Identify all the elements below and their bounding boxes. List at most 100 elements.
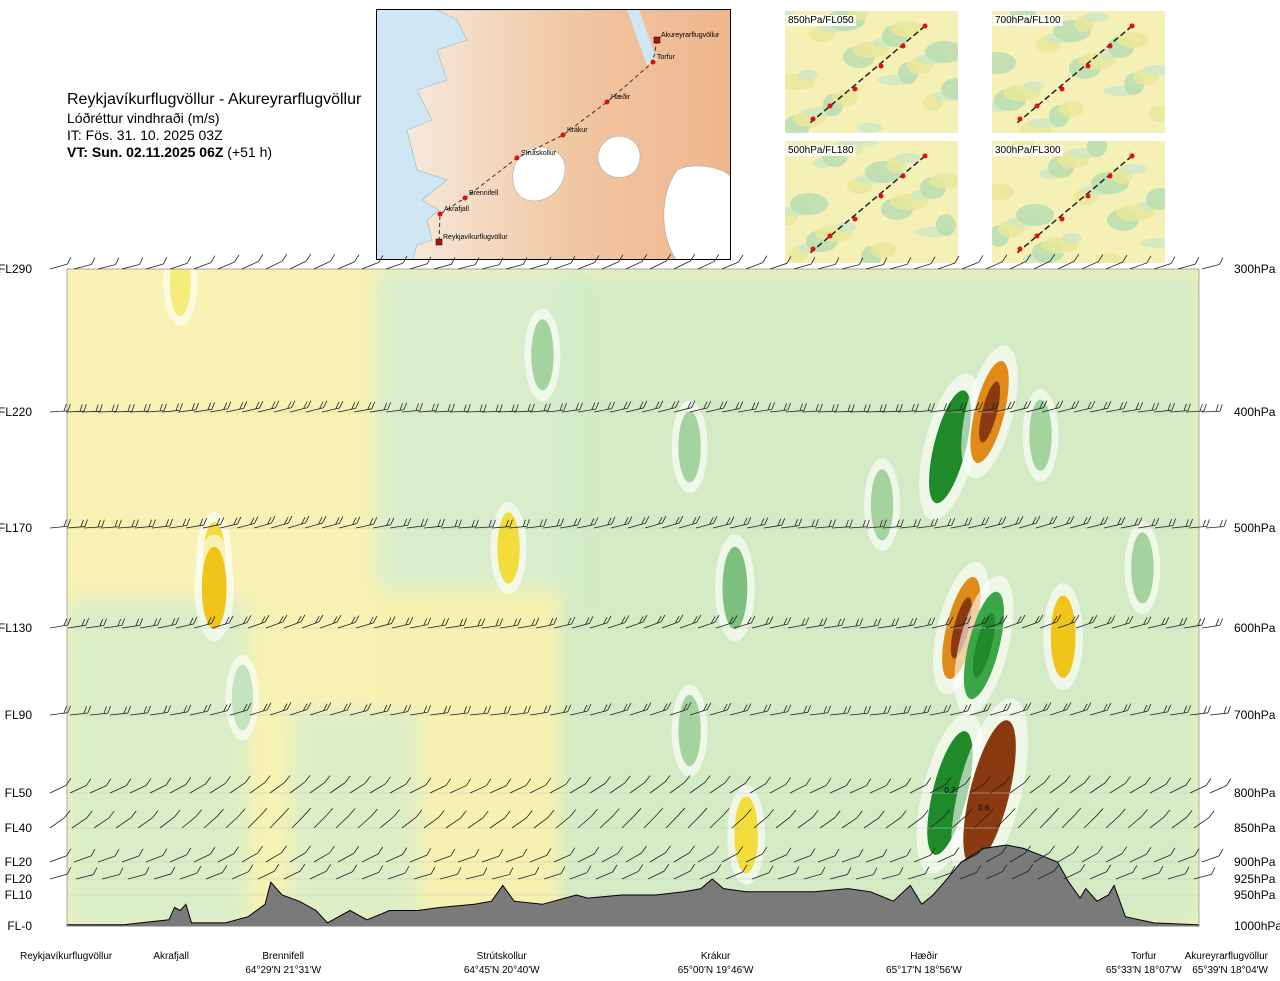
wind-barb-feather: [553, 617, 558, 625]
wind-barb-feather: [258, 254, 264, 262]
wind-barb-feather: [1123, 401, 1128, 409]
wind-barb: [1177, 855, 1195, 863]
wind-barb-feather: [586, 865, 592, 873]
wind-barb-feather: [678, 807, 686, 816]
wind-barb-feather: [86, 810, 93, 819]
wind-barb: [849, 410, 869, 413]
wind-barb-feather: [263, 703, 268, 712]
wind-barb-feather: [1107, 616, 1112, 624]
wind-barb-feather: [339, 400, 344, 409]
wind-barb-feather: [267, 517, 272, 525]
wind-barb-feather: [660, 614, 666, 623]
wind-barb: [1169, 410, 1188, 413]
wind-barb-feather: [819, 618, 824, 626]
wind-barb: [225, 815, 240, 829]
wind-barb-feather: [1128, 615, 1134, 624]
wind-barb-feather: [483, 404, 487, 412]
wind-barb: [829, 712, 848, 716]
wind-barb-feather: [326, 702, 332, 710]
wind-barb: [1129, 783, 1146, 794]
wind-barb: [745, 262, 763, 270]
thumbnail-field: [1142, 65, 1165, 75]
wind-barb-feather: [1194, 848, 1200, 856]
wind-barb-feather: [369, 616, 374, 625]
wind-barb: [355, 622, 374, 629]
wind-barb-feather: [1023, 401, 1028, 409]
wind-barb-feather: [612, 808, 620, 816]
wind-barb-feather: [304, 807, 312, 816]
wind-barb-feather: [726, 517, 731, 525]
wind-barb-feather: [1167, 704, 1172, 712]
waypoint-marker: [514, 155, 520, 161]
wind-barb-feather: [329, 254, 336, 262]
wind-barb-feather: [1208, 810, 1215, 818]
wind-barb: [361, 872, 379, 880]
wind-barb-feather: [390, 517, 395, 525]
wind-barb-feather: [807, 705, 812, 713]
wind-barb: [753, 409, 772, 413]
wind-barb-feather: [1055, 401, 1060, 409]
wind-barb: [181, 816, 197, 829]
wind-barb-feather: [131, 404, 135, 412]
wind-barb-feather: [810, 256, 816, 265]
wind-barb-feather: [1179, 618, 1184, 626]
wind-barb: [249, 782, 265, 794]
wind-barb-feather: [1219, 257, 1224, 265]
wind-barb: [1025, 407, 1044, 413]
wind-barb-feather: [626, 702, 632, 711]
wind-barb-feather: [264, 775, 271, 783]
wind-barb: [669, 709, 688, 716]
velocity-core: [938, 412, 962, 481]
wind-barb-feather: [644, 775, 651, 783]
wind-barb-feather: [318, 614, 324, 623]
wind-barb-feather: [93, 867, 98, 875]
wind-barb-feather: [364, 776, 371, 784]
wind-barb: [1193, 874, 1212, 880]
wind-barb-feather: [862, 519, 866, 528]
wind-barb: [203, 815, 218, 829]
wind-barb-feather: [145, 778, 152, 786]
wind-barb: [159, 816, 175, 829]
wind-barb-feather: [466, 778, 472, 786]
wind-barb-feather: [922, 809, 929, 818]
wind-barb: [409, 784, 427, 794]
station-coord: 65°00'N 19°46'W: [677, 965, 754, 976]
wind-barb: [737, 408, 756, 413]
plot-frame: [66, 268, 1200, 927]
wind-barb-feather: [152, 810, 159, 818]
wind-barb: [270, 522, 289, 529]
wind-barb-feather: [319, 401, 324, 409]
wind-barb: [73, 264, 92, 270]
thumbnail-field: [1146, 188, 1165, 210]
wind-barb-feather: [794, 866, 800, 874]
wind-barb-feather: [95, 404, 99, 412]
wind-barb-feather: [80, 519, 84, 528]
wind-barb: [457, 855, 476, 863]
wind-barb: [115, 817, 132, 829]
wind-barb: [729, 710, 748, 716]
wind-barb: [241, 261, 259, 270]
wind-barb-feather: [1187, 403, 1191, 411]
wind-barb: [1153, 409, 1172, 413]
thumbnail-field: [1141, 238, 1165, 248]
wind-barb-feather: [193, 616, 198, 625]
wind-barb-feather: [846, 778, 852, 786]
wind-barb-feather: [378, 865, 384, 873]
wind-barb: [679, 621, 698, 629]
wind-barb-feather: [443, 706, 448, 714]
wind-barb-feather: [951, 517, 956, 526]
wind-barb: [625, 407, 644, 413]
wind-barb: [841, 817, 858, 829]
wind-barb-feather: [713, 845, 719, 854]
wind-barb: [889, 263, 908, 270]
wind-barb-feather: [1125, 616, 1130, 625]
wind-barb-feather: [1049, 845, 1055, 853]
wind-barb: [440, 526, 459, 529]
wind-barb: [97, 264, 116, 270]
thumbnail-waypoint: [1129, 23, 1135, 29]
wind-barb: [1171, 817, 1187, 829]
wind-barb-feather: [1104, 516, 1109, 524]
wind-barb-feather: [895, 404, 899, 412]
wind-barb: [865, 526, 884, 529]
wind-barb: [859, 625, 878, 629]
